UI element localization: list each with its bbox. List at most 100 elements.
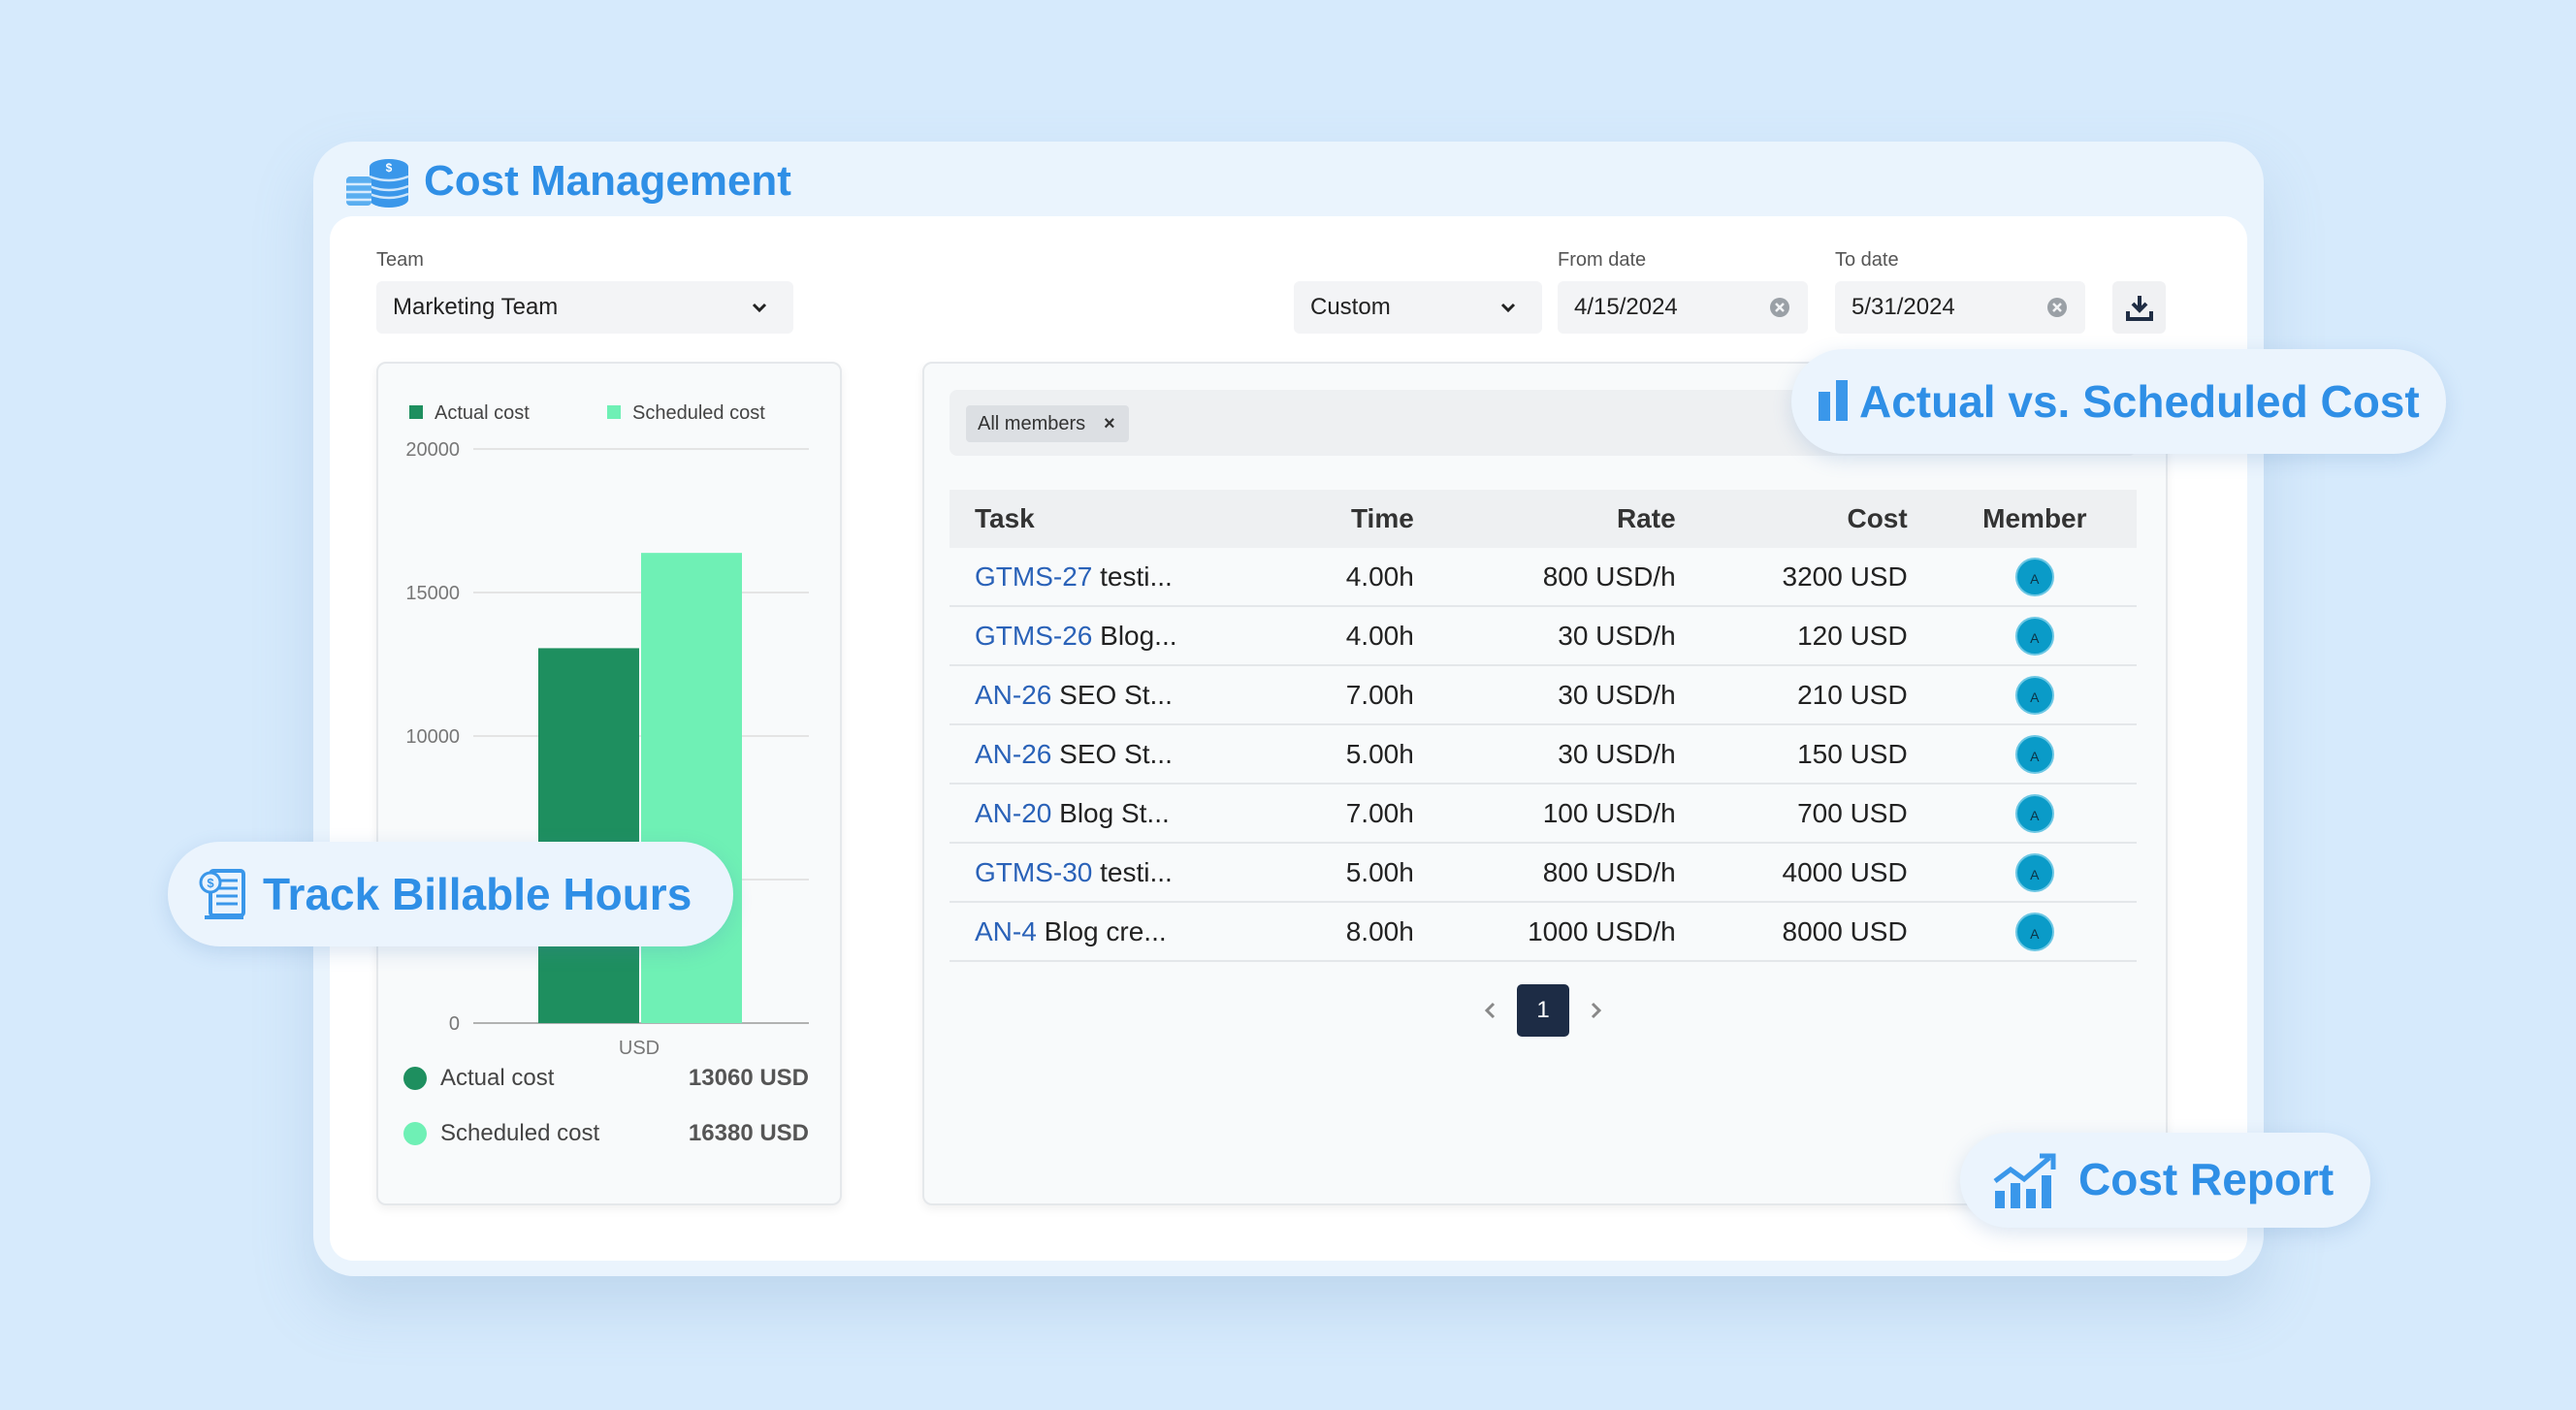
range-select[interactable]: Custom xyxy=(1294,281,1542,334)
y-tick-label: 15000 xyxy=(405,583,460,604)
legend-dot xyxy=(403,1122,427,1145)
member-cell: A xyxy=(1932,784,2137,844)
summary-value: 13060 USD xyxy=(688,1065,809,1091)
summary-label: Actual cost xyxy=(440,1065,555,1091)
time-cell: 5.00h xyxy=(1282,724,1439,785)
avatar[interactable]: A xyxy=(2014,557,2054,596)
cost-cell: 120 USD xyxy=(1700,606,1933,666)
column-header-rate[interactable]: Rate xyxy=(1438,490,1701,548)
task-cell: AN-4 Blog cre... xyxy=(950,902,1283,962)
member-filter-chip[interactable]: All members × xyxy=(966,405,1129,442)
table-body: GTMS-27 testi... 4.00h 800 USD/h 3200 USD A G… xyxy=(950,548,2137,962)
task-name: Blog St... xyxy=(1059,797,1170,828)
member-cell: A xyxy=(1932,724,2137,785)
bar-chart-icon xyxy=(1819,380,1848,421)
table-row[interactable]: AN-20 Blog St... 7.00h 100 USD/h 700 USD A xyxy=(950,784,2137,844)
bar-actual-cost xyxy=(538,648,639,1023)
avatar[interactable]: A xyxy=(2014,616,2054,656)
download-icon xyxy=(2126,296,2153,321)
table-row[interactable]: AN-4 Blog cre... 8.00h 1000 USD/h 8000 USD A xyxy=(950,902,2137,962)
rate-cell: 100 USD/h xyxy=(1438,784,1701,844)
rate-cell: 30 USD/h xyxy=(1438,665,1701,725)
task-cell: GTMS-30 testi... xyxy=(950,843,1283,903)
rate-cell: 800 USD/h xyxy=(1438,548,1701,607)
team-select[interactable]: Marketing Team xyxy=(376,281,793,334)
column-header-member[interactable]: Member xyxy=(1932,490,2137,548)
trend-chart-icon xyxy=(1993,1153,2056,1208)
from-date-label: From date xyxy=(1558,249,1647,271)
time-cell: 4.00h xyxy=(1282,606,1439,666)
avatar[interactable]: A xyxy=(2014,793,2054,833)
task-key-link[interactable]: AN-20 xyxy=(975,797,1052,828)
member-cell: A xyxy=(1932,843,2137,903)
receipt-icon: $ xyxy=(199,869,245,919)
column-header-time[interactable]: Time xyxy=(1282,490,1439,548)
task-name: Blog... xyxy=(1100,620,1177,651)
member-cell: A xyxy=(1932,606,2137,666)
coins-icon: $ xyxy=(346,159,409,208)
chevron-left-icon[interactable] xyxy=(1478,997,1503,1024)
column-header-task[interactable]: Task xyxy=(950,490,1283,548)
team-select-value: Marketing Team xyxy=(393,294,559,320)
task-key-link[interactable]: GTMS-27 xyxy=(975,561,1093,592)
table-row[interactable]: GTMS-30 testi... 5.00h 800 USD/h 4000 USD A xyxy=(950,843,2137,903)
to-date-input[interactable]: 5/31/2024 xyxy=(1835,281,2085,334)
download-button[interactable] xyxy=(2112,281,2166,334)
avatar[interactable]: A xyxy=(2014,675,2054,715)
column-header-cost[interactable]: Cost xyxy=(1700,490,1933,548)
to-date-value: 5/31/2024 xyxy=(1852,294,1955,320)
y-tick-label: 20000 xyxy=(405,439,460,461)
clear-circle-icon[interactable] xyxy=(2046,297,2068,318)
time-cell: 5.00h xyxy=(1282,843,1439,903)
legend-dot xyxy=(403,1067,427,1090)
rate-cell: 30 USD/h xyxy=(1438,606,1701,666)
cost-cell: 150 USD xyxy=(1700,724,1933,785)
task-name: testi... xyxy=(1100,856,1173,887)
avatar[interactable]: A xyxy=(2014,734,2054,774)
time-cell: 8.00h xyxy=(1282,902,1439,962)
rate-cell: 800 USD/h xyxy=(1438,843,1701,903)
rate-cell: 1000 USD/h xyxy=(1438,902,1701,962)
task-key-link[interactable]: AN-26 xyxy=(975,679,1052,710)
y-tick-label: 0 xyxy=(449,1013,460,1035)
avatar[interactable]: A xyxy=(2014,852,2054,892)
clear-circle-icon[interactable] xyxy=(1769,297,1790,318)
task-name: Blog cre... xyxy=(1044,915,1167,946)
table-row[interactable]: GTMS-27 testi... 4.00h 800 USD/h 3200 USD A xyxy=(950,548,2137,607)
range-select-value: Custom xyxy=(1310,294,1391,320)
chip-label: All members xyxy=(978,413,1086,434)
badge-label: Track Billable Hours xyxy=(263,869,692,919)
task-key-link[interactable]: GTMS-26 xyxy=(975,620,1093,651)
badge-label: Actual vs. Scheduled Cost xyxy=(1859,376,2420,427)
task-key-link[interactable]: GTMS-30 xyxy=(975,856,1093,887)
legend-label: Scheduled cost xyxy=(632,402,765,424)
svg-text:$: $ xyxy=(207,876,214,890)
from-date-input[interactable]: 4/15/2024 xyxy=(1558,281,1808,334)
page-button-current[interactable]: 1 xyxy=(1517,984,1569,1037)
close-icon[interactable]: × xyxy=(1104,413,1115,434)
actual-vs-scheduled-badge: Actual vs. Scheduled Cost xyxy=(1791,349,2446,454)
task-key-link[interactable]: AN-4 xyxy=(975,915,1037,946)
cost-cell: 700 USD xyxy=(1700,784,1933,844)
from-date-value: 4/15/2024 xyxy=(1574,294,1678,320)
app-title: Cost Management xyxy=(424,157,791,205)
chevron-right-icon[interactable] xyxy=(1583,997,1608,1024)
table-row[interactable]: AN-26 SEO St... 7.00h 30 USD/h 210 USD A xyxy=(950,665,2137,725)
bar-scheduled-cost xyxy=(641,553,742,1023)
cost-report-badge: Cost Report xyxy=(1960,1133,2370,1228)
rate-cell: 30 USD/h xyxy=(1438,724,1701,785)
chevron-down-icon xyxy=(1500,303,1516,313)
cost-bar-chart: 0 10000 15000 20000 USD Actual cost Scheduled … xyxy=(405,402,809,1059)
legend-swatch xyxy=(607,405,621,419)
task-name: testi... xyxy=(1100,561,1173,592)
cost-cell: 210 USD xyxy=(1700,665,1933,725)
task-name: SEO St... xyxy=(1059,679,1173,710)
table-row[interactable]: AN-26 SEO St... 5.00h 30 USD/h 150 USD A xyxy=(950,724,2137,785)
task-cell: AN-26 SEO St... xyxy=(950,665,1283,725)
member-cell: A xyxy=(1932,548,2137,607)
team-label: Team xyxy=(376,249,424,271)
table-row[interactable]: GTMS-26 Blog... 4.00h 30 USD/h 120 USD A xyxy=(950,606,2137,666)
avatar[interactable]: A xyxy=(2014,912,2054,951)
task-key-link[interactable]: AN-26 xyxy=(975,738,1052,769)
track-hours-badge: $ Track Billable Hours xyxy=(168,842,733,946)
